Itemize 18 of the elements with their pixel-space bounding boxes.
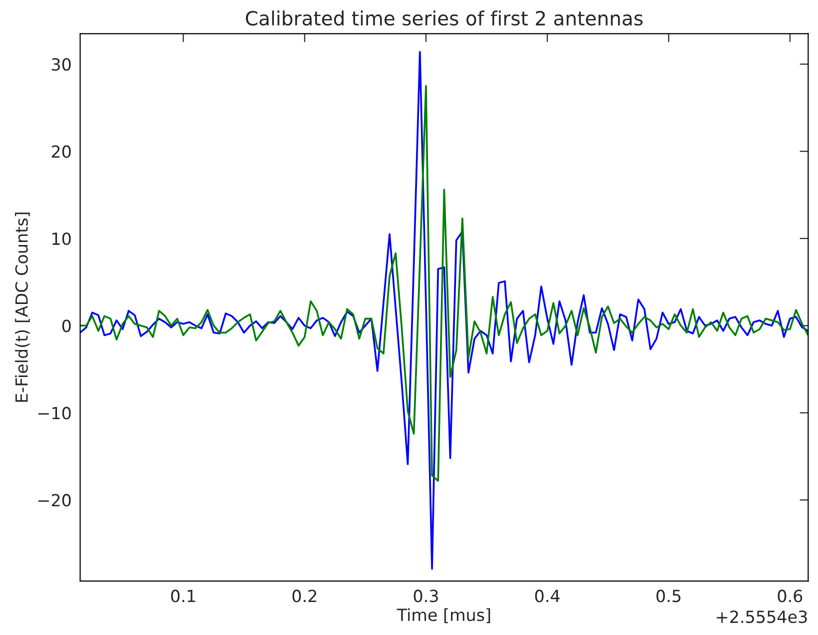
y-tick-label: 30: [52, 58, 71, 71]
x-tick-label: 0.3: [414, 590, 438, 602]
y-tick-label: 10: [52, 232, 71, 246]
x-tick-label: 0.6: [778, 590, 802, 602]
text: +2.5554e3: [716, 610, 807, 624]
chart-title: Calibrated time series of first 2 antennas: [246, 10, 643, 26]
y-tick-label: −20: [38, 494, 71, 507]
x-tick-label: 0.5: [656, 590, 680, 602]
y-tick-label: 0: [62, 320, 71, 332]
x-axis-title: Time [mus]: [396, 608, 490, 624]
y-tick-label: 20: [52, 145, 71, 158]
x-tick-label: 0.1: [171, 590, 196, 602]
y-tick-label: −10: [38, 406, 71, 420]
line-series: [80, 51, 808, 570]
y-axis-title: E-Field(t) [ADC Counts]: [14, 212, 30, 402]
x-tick-label: 0.4: [535, 590, 560, 602]
x-tick-label: 0.2: [292, 590, 316, 602]
line-series: [80, 85, 808, 482]
